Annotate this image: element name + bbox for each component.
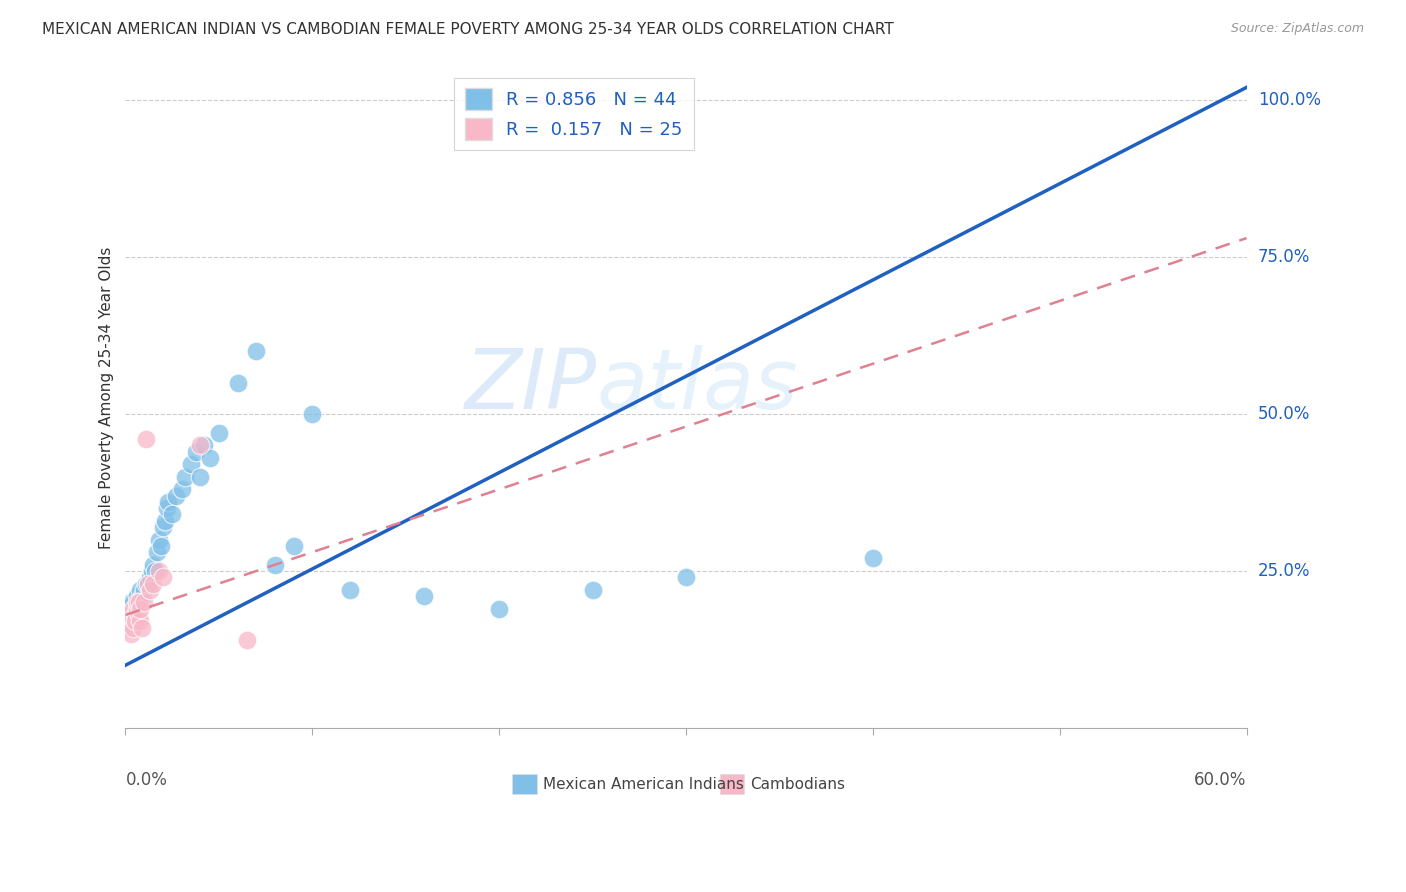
FancyBboxPatch shape xyxy=(720,774,744,794)
Point xyxy=(488,601,510,615)
Point xyxy=(125,589,148,603)
Point xyxy=(145,564,167,578)
Point xyxy=(180,457,202,471)
Text: 60.0%: 60.0% xyxy=(1194,771,1247,789)
Point xyxy=(146,545,169,559)
Point xyxy=(264,558,287,572)
Point xyxy=(131,589,153,603)
Point xyxy=(131,621,153,635)
Point xyxy=(125,601,148,615)
Point xyxy=(135,432,157,446)
Text: Cambodians: Cambodians xyxy=(749,777,845,791)
Point xyxy=(136,576,159,591)
Point xyxy=(129,582,152,597)
Point xyxy=(157,495,180,509)
Point xyxy=(283,539,305,553)
Point xyxy=(122,601,145,615)
Text: MEXICAN AMERICAN INDIAN VS CAMBODIAN FEMALE POVERTY AMONG 25-34 YEAR OLDS CORREL: MEXICAN AMERICAN INDIAN VS CAMBODIAN FEM… xyxy=(42,22,894,37)
Point xyxy=(236,633,259,648)
FancyBboxPatch shape xyxy=(512,774,537,794)
Point xyxy=(136,576,159,591)
Text: 25.0%: 25.0% xyxy=(1258,562,1310,580)
Text: Source: ZipAtlas.com: Source: ZipAtlas.com xyxy=(1230,22,1364,36)
Text: 75.0%: 75.0% xyxy=(1258,248,1310,266)
Point xyxy=(122,621,145,635)
Point xyxy=(170,483,193,497)
Point xyxy=(339,582,361,597)
Point xyxy=(149,539,172,553)
Point xyxy=(226,376,249,390)
Point xyxy=(152,570,174,584)
Text: Mexican American Indians: Mexican American Indians xyxy=(543,777,744,791)
Point xyxy=(122,595,145,609)
Text: ZIP: ZIP xyxy=(464,344,596,425)
Point xyxy=(120,627,142,641)
Point xyxy=(139,570,162,584)
Point xyxy=(128,595,150,609)
Point xyxy=(148,564,170,578)
Y-axis label: Female Poverty Among 25-34 Year Olds: Female Poverty Among 25-34 Year Olds xyxy=(100,247,114,549)
Point xyxy=(120,614,142,628)
Point xyxy=(165,489,187,503)
Point xyxy=(118,601,141,615)
Point xyxy=(193,438,215,452)
Point xyxy=(118,621,141,635)
Point xyxy=(413,589,436,603)
Point xyxy=(129,601,152,615)
Point xyxy=(141,564,163,578)
Point xyxy=(862,551,884,566)
Point xyxy=(245,344,267,359)
Point xyxy=(128,595,150,609)
Point xyxy=(118,607,141,622)
Point xyxy=(153,514,176,528)
Text: 50.0%: 50.0% xyxy=(1258,405,1310,423)
Point xyxy=(120,595,142,609)
Point xyxy=(198,450,221,465)
Point xyxy=(124,614,146,628)
Point xyxy=(142,558,165,572)
Point xyxy=(174,470,197,484)
Point xyxy=(155,501,177,516)
Point xyxy=(152,520,174,534)
Point xyxy=(125,595,148,609)
Point xyxy=(301,407,323,421)
Point xyxy=(208,425,231,440)
Point xyxy=(186,444,208,458)
Point xyxy=(675,570,697,584)
Point xyxy=(188,470,211,484)
Point xyxy=(129,614,152,628)
Point xyxy=(142,576,165,591)
Point xyxy=(581,582,603,597)
Point xyxy=(128,607,150,622)
Point xyxy=(135,576,157,591)
Point xyxy=(148,533,170,547)
Point xyxy=(124,601,146,615)
Legend: R = 0.856   N = 44, R =  0.157   N = 25: R = 0.856 N = 44, R = 0.157 N = 25 xyxy=(454,78,693,151)
Point xyxy=(134,582,156,597)
Text: 100.0%: 100.0% xyxy=(1258,91,1320,109)
Point xyxy=(124,607,146,622)
Text: atlas: atlas xyxy=(596,344,799,425)
Point xyxy=(134,595,156,609)
Text: 0.0%: 0.0% xyxy=(125,771,167,789)
Point xyxy=(139,582,162,597)
Point xyxy=(160,508,183,522)
Point xyxy=(117,614,139,628)
Point xyxy=(188,438,211,452)
